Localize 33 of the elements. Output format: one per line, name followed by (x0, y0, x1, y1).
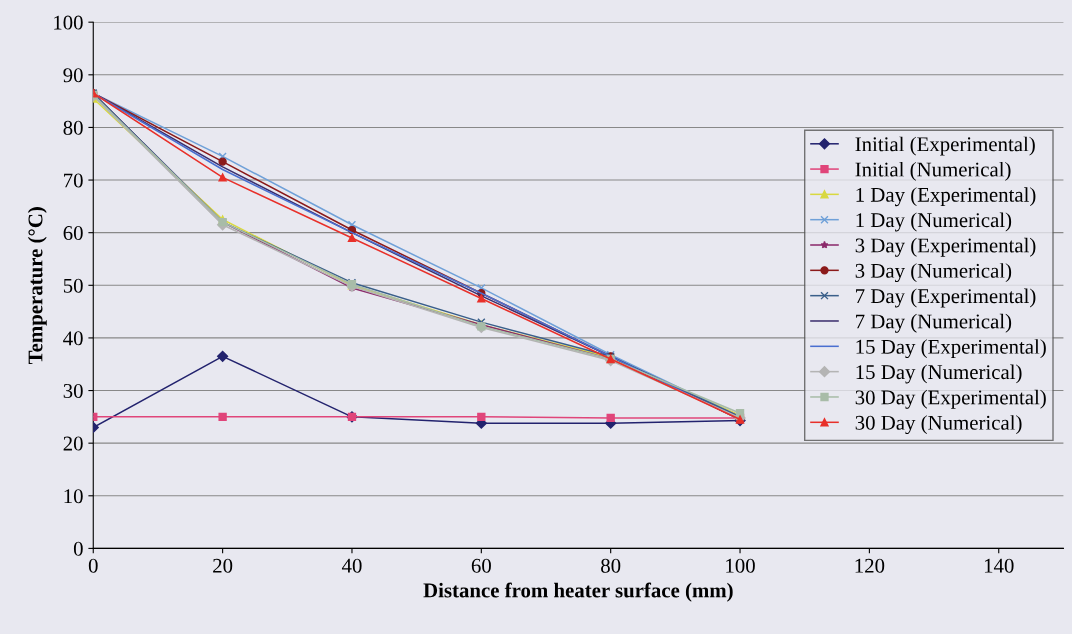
legend-label: 7 Day (Experimental) (856, 288, 1036, 308)
y-tick-label: 0 (73, 541, 83, 556)
x-axis-title: Distance from heater surface (mm) (423, 582, 733, 602)
x-tick-label: 60 (471, 558, 491, 573)
x-tick-label: 40 (341, 558, 362, 573)
legend-label: Initial (Experimental) (855, 136, 1035, 156)
legend-label: 15 Day (Experimental) (856, 339, 1046, 359)
legend-label: Initial (Numerical) (855, 161, 1011, 181)
y-tick-label: 20 (63, 436, 83, 451)
y-tick-label: 10 (64, 489, 83, 504)
y-tick-label: 50 (63, 278, 83, 293)
y-tick-label: 30 (63, 383, 83, 398)
y-tick-label: 80 (63, 120, 83, 135)
y-tick-label: 90 (63, 68, 83, 83)
y-tick-label: 40 (63, 331, 83, 346)
x-tick-label: 0 (88, 558, 98, 573)
legend-label: 3 Day (Experimental) (855, 237, 1036, 257)
x-tick-label: 100 (726, 558, 755, 573)
legend-label: 7 Day (Numerical) (856, 313, 1012, 333)
legend-label: 30 Day (Numerical) (855, 415, 1022, 435)
x-tick-label: 20 (213, 558, 233, 573)
y-tick-label: 100 (54, 15, 83, 30)
x-tick-label: 80 (601, 558, 621, 573)
legend-label: 3 Day (Numerical) (855, 263, 1012, 283)
x-tick-label: 140 (984, 558, 1014, 573)
y-axis-title: Temperature (°C) (27, 207, 47, 365)
legend-label: 30 Day (Experimental) (855, 389, 1046, 409)
x-tick-label: 120 (855, 558, 885, 573)
legend-label: 1 Day (Numerical) (856, 212, 1012, 232)
y-tick-label: 60 (63, 226, 83, 241)
legend-label: 15 Day (Numerical) (856, 364, 1022, 384)
legend-label: 1 Day (Experimental) (856, 187, 1036, 207)
y-tick-label: 70 (64, 173, 83, 188)
